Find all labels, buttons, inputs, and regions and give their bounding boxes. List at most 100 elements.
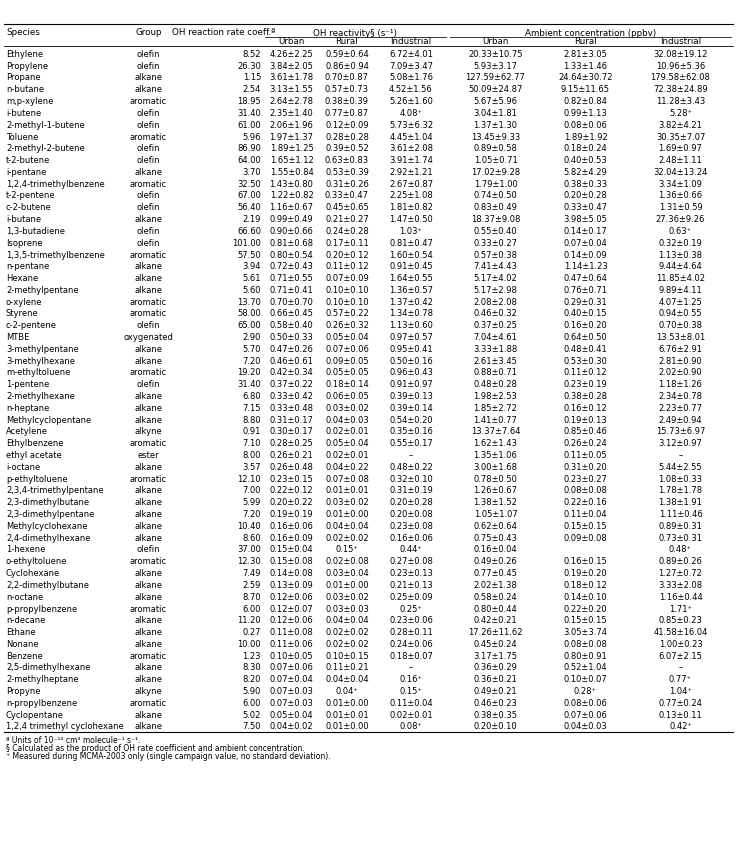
Text: 0.02±0.02: 0.02±0.02 [325, 627, 368, 636]
Text: 4.07±1.25: 4.07±1.25 [659, 297, 702, 306]
Text: aromatic: aromatic [130, 97, 167, 106]
Text: i-pentane: i-pentane [6, 168, 46, 176]
Text: 0.45±0.24: 0.45±0.24 [474, 639, 517, 648]
Text: alkane: alkane [134, 510, 162, 518]
Text: 0.31±0.26: 0.31±0.26 [325, 180, 369, 188]
Text: 0.20±0.12: 0.20±0.12 [325, 250, 368, 259]
Text: 0.50±0.33: 0.50±0.33 [270, 333, 313, 342]
Text: 0.50±0.16: 0.50±0.16 [389, 356, 433, 365]
Text: Rural: Rural [574, 37, 597, 46]
Text: 3.00±1.68: 3.00±1.68 [473, 463, 517, 471]
Text: n-octane: n-octane [6, 592, 43, 601]
Text: 0.89±0.26: 0.89±0.26 [659, 557, 702, 565]
Text: 5.17±4.02: 5.17±4.02 [474, 273, 517, 283]
Text: 0.27±0.08: 0.27±0.08 [389, 557, 433, 565]
Text: 3.98±5.05: 3.98±5.05 [564, 215, 607, 224]
Text: ester: ester [138, 451, 159, 459]
Text: alkane: alkane [134, 639, 162, 648]
Text: 0.02±0.01: 0.02±0.01 [325, 427, 368, 436]
Text: 0.02±0.02: 0.02±0.02 [325, 533, 368, 542]
Text: 0.88±0.71: 0.88±0.71 [473, 368, 517, 377]
Text: 0.82±0.84: 0.82±0.84 [564, 97, 607, 106]
Text: § Calculated as the product of OH rate coefficient and ambient concentration.: § Calculated as the product of OH rate c… [6, 744, 305, 753]
Text: 5.60: 5.60 [242, 285, 261, 295]
Text: alkane: alkane [134, 262, 162, 271]
Text: 0.16±0.09: 0.16±0.09 [270, 533, 313, 542]
Text: 1.37±0.42: 1.37±0.42 [389, 297, 433, 306]
Text: 0.77±0.45: 0.77±0.45 [474, 568, 517, 577]
Text: 0.75±0.43: 0.75±0.43 [474, 533, 517, 542]
Text: 1.13±0.38: 1.13±0.38 [658, 250, 702, 259]
Text: 0.70±0.70: 0.70±0.70 [270, 297, 313, 306]
Text: 1.62±1.43: 1.62±1.43 [474, 439, 517, 448]
Text: 0.85±0.23: 0.85±0.23 [659, 615, 702, 625]
Text: c-2-butene: c-2-butene [6, 203, 52, 212]
Text: 0.10±0.10: 0.10±0.10 [325, 297, 368, 306]
Text: 12.10: 12.10 [237, 474, 261, 483]
Text: 0.01±0.01: 0.01±0.01 [325, 710, 368, 719]
Text: aromatic: aromatic [130, 557, 167, 565]
Text: 67.00: 67.00 [237, 192, 261, 200]
Text: 5.67±5.96: 5.67±5.96 [473, 97, 517, 106]
Text: 0.07±0.09: 0.07±0.09 [325, 273, 369, 283]
Text: 13.45±9.33: 13.45±9.33 [471, 133, 520, 141]
Text: 0.55±0.40: 0.55±0.40 [474, 227, 517, 235]
Text: 0.22±0.12: 0.22±0.12 [270, 486, 313, 495]
Text: Toluene: Toluene [6, 133, 38, 141]
Text: 0.33±0.47: 0.33±0.47 [325, 192, 369, 200]
Text: 3.05±3.74: 3.05±3.74 [564, 627, 607, 636]
Text: 1.13±0.60: 1.13±0.60 [389, 321, 433, 330]
Text: 0.77±0.87: 0.77±0.87 [325, 109, 369, 118]
Text: 18.37±9.08: 18.37±9.08 [471, 215, 520, 224]
Text: 0.15±0.15: 0.15±0.15 [564, 615, 607, 625]
Text: 0.83±0.49: 0.83±0.49 [474, 203, 517, 212]
Text: 1.03⁺: 1.03⁺ [399, 227, 422, 235]
Text: 0.13±0.09: 0.13±0.09 [270, 580, 313, 589]
Text: 0.10±0.05: 0.10±0.05 [270, 651, 313, 660]
Text: Ethylbenzene: Ethylbenzene [6, 439, 63, 448]
Text: 7.49: 7.49 [242, 568, 261, 577]
Text: 0.48±0.28: 0.48±0.28 [474, 380, 517, 389]
Text: 0.23±0.15: 0.23±0.15 [270, 474, 313, 483]
Text: 0.36±0.21: 0.36±0.21 [474, 674, 517, 684]
Text: 1.15: 1.15 [242, 73, 261, 83]
Text: 0.78±0.50: 0.78±0.50 [474, 474, 517, 483]
Text: 0.25±0.09: 0.25±0.09 [389, 592, 433, 601]
Text: 0.25⁺: 0.25⁺ [399, 603, 422, 613]
Text: 0.15±0.04: 0.15±0.04 [270, 545, 313, 554]
Text: 0.16±0.15: 0.16±0.15 [564, 557, 607, 565]
Text: 0.99±1.13: 0.99±1.13 [564, 109, 607, 118]
Text: 2.90: 2.90 [242, 333, 261, 342]
Text: 0.80±0.44: 0.80±0.44 [474, 603, 517, 613]
Text: 0.04±0.04: 0.04±0.04 [325, 615, 368, 625]
Text: 0.96±0.43: 0.96±0.43 [389, 368, 433, 377]
Text: 0.15±0.08: 0.15±0.08 [270, 557, 313, 565]
Text: 0.33±0.42: 0.33±0.42 [270, 392, 313, 401]
Text: 1.27±0.72: 1.27±0.72 [659, 568, 702, 577]
Text: 0.23±0.06: 0.23±0.06 [389, 615, 433, 625]
Text: 0.20±0.10: 0.20±0.10 [474, 722, 517, 731]
Text: alkane: alkane [134, 356, 162, 365]
Text: 5.93±3.17: 5.93±3.17 [473, 62, 517, 71]
Text: 0.04±0.22: 0.04±0.22 [325, 463, 368, 471]
Text: 0.28±0.28: 0.28±0.28 [325, 133, 369, 141]
Text: 0.10±0.10: 0.10±0.10 [325, 285, 368, 295]
Text: 0.05±0.04: 0.05±0.04 [270, 710, 313, 719]
Text: 65.00: 65.00 [237, 321, 261, 330]
Text: 7.50: 7.50 [242, 722, 261, 731]
Text: 0.17±0.11: 0.17±0.11 [325, 238, 369, 247]
Text: 0.03±0.04: 0.03±0.04 [325, 568, 369, 577]
Text: aromatic: aromatic [130, 297, 167, 306]
Text: 0.54±0.20: 0.54±0.20 [389, 415, 433, 425]
Text: 72.38±24.89: 72.38±24.89 [653, 85, 708, 95]
Text: 0.22±0.16: 0.22±0.16 [564, 498, 607, 506]
Text: 41.58±16.04: 41.58±16.04 [653, 627, 708, 636]
Text: oxygenated: oxygenated [124, 333, 173, 342]
Text: 20.33±10.75: 20.33±10.75 [468, 50, 523, 59]
Text: 0.53±0.39: 0.53±0.39 [325, 168, 369, 176]
Text: 0.44⁺: 0.44⁺ [399, 545, 422, 554]
Text: ⁺ Measured during MCMA-2003 only (single campaign value, no standard deviation).: ⁺ Measured during MCMA-2003 only (single… [6, 751, 331, 760]
Text: 0.02±0.02: 0.02±0.02 [325, 639, 368, 648]
Text: 2,5-dimethylhexane: 2,5-dimethylhexane [6, 663, 91, 672]
Text: 0.47±0.26: 0.47±0.26 [270, 344, 313, 354]
